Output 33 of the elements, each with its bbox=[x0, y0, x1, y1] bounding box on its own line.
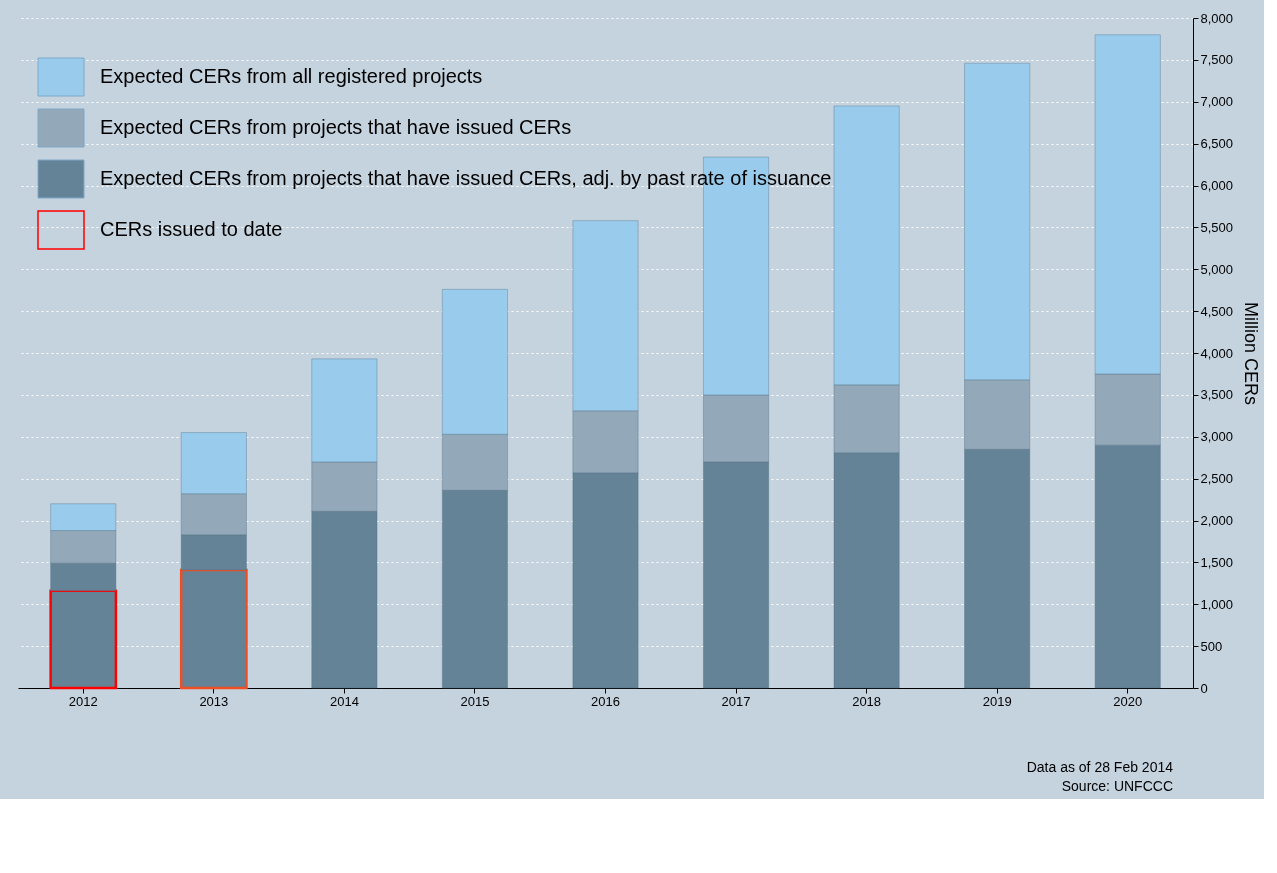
x-tick-label: 2012 bbox=[68, 693, 98, 709]
y-axis-title: Million CERs bbox=[1241, 301, 1262, 406]
y-tick-label: 2,000 bbox=[1200, 513, 1234, 528]
source-note: Source: UNFCCC bbox=[1061, 778, 1173, 794]
y-tick-label: 3,500 bbox=[1200, 387, 1234, 403]
x-tick-label: 2014 bbox=[329, 693, 359, 709]
y-tick-label: 5,500 bbox=[1200, 219, 1234, 235]
y-tick-label: 7,500 bbox=[1200, 52, 1234, 68]
y-tick-label: 5,000 bbox=[1200, 261, 1234, 277]
x-tick-label: 2015 bbox=[460, 693, 490, 709]
legend-label: Expected CERs from projects that have issued CERs bbox=[100, 116, 572, 138]
y-tick-label: 4,500 bbox=[1200, 303, 1234, 319]
y-tick-label: 6,000 bbox=[1200, 178, 1234, 193]
y-tick-label: 6,500 bbox=[1200, 136, 1234, 152]
x-tick-label: 2013 bbox=[199, 693, 229, 709]
x-tick-label: 2018 bbox=[852, 693, 882, 709]
x-tick-label: 2020 bbox=[1113, 693, 1143, 709]
text: Data as of 28 Feb 2014 bbox=[1026, 759, 1174, 775]
legend-label: Expected CERs from all registered projects bbox=[100, 65, 483, 87]
y-tick-label: 4,000 bbox=[1200, 345, 1234, 361]
y-tick-label: 500 bbox=[1200, 638, 1223, 654]
y-tick-label: 3,000 bbox=[1200, 429, 1234, 445]
y-tick-label: 1,000 bbox=[1200, 596, 1234, 612]
y-tick-label: 2,500 bbox=[1200, 471, 1234, 487]
y-tick-label: 7,000 bbox=[1200, 94, 1234, 110]
x-tick-label: 2017 bbox=[721, 693, 751, 709]
legend-label: CERs issued to date bbox=[100, 218, 283, 240]
x-tick-label: 2016 bbox=[591, 693, 620, 709]
y-tick-label: 8,000 bbox=[1200, 10, 1234, 26]
legend-label: Expected CERs from projects that have issued CERs, adj. by past rate of issuance bbox=[100, 167, 832, 189]
y-tick-label: 1,500 bbox=[1200, 554, 1234, 570]
y-tick-label: 0 bbox=[1200, 680, 1208, 696]
x-tick-label: 2019 bbox=[982, 693, 1012, 709]
